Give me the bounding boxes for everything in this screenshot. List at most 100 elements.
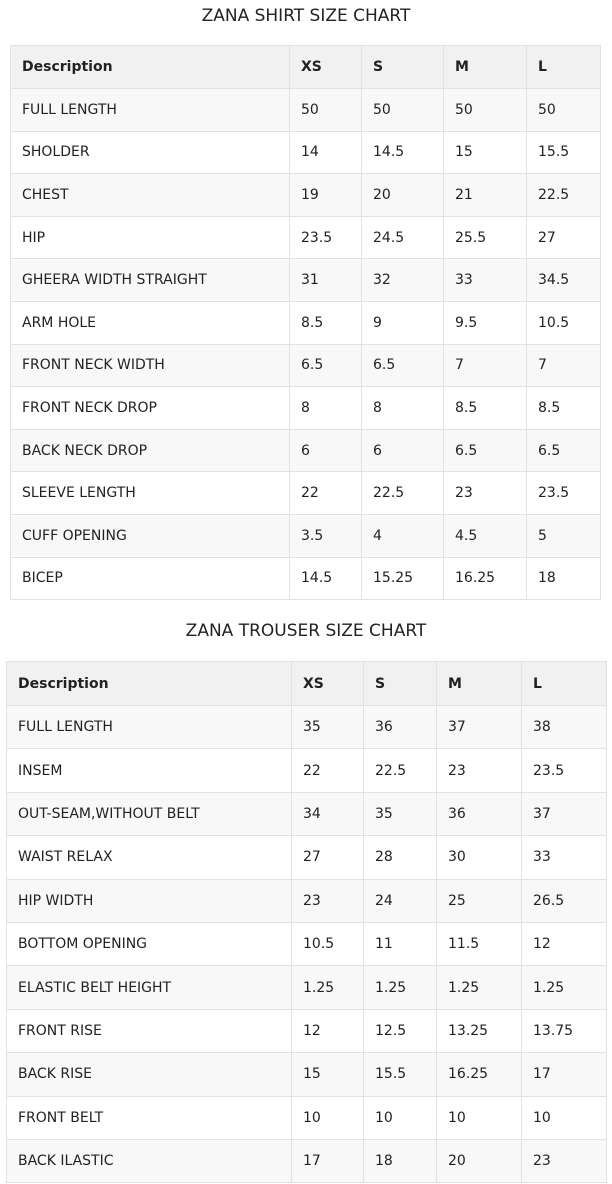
table-row: FULL LENGTH 35 36 37 38 [6,704,607,750]
value-cell: 22.5 [361,471,444,515]
value-cell: 3.5 [289,513,362,558]
header-cell: L [521,661,607,706]
table-row: HIP 23.5 24.5 25.5 27 [10,215,601,260]
header-cell: Description [10,45,290,89]
label-cell: SHOLDER [10,130,290,175]
table-row: GHEERA WIDTH STRAIGHT 31 32 33 34.5 [10,258,601,302]
value-cell: 12 [291,1008,364,1054]
value-cell: 15.5 [363,1052,437,1097]
value-cell: 6.5 [443,428,527,473]
header-cell: XS [289,45,362,89]
value-cell: 37 [436,704,522,750]
value-cell: 31 [289,258,362,302]
trouser-title: ZANA TROUSER SIZE CHART [185,621,427,641]
value-cell: 22.5 [526,173,601,217]
value-cell: 33 [521,835,607,880]
value-cell: 12 [521,921,607,967]
value-cell: 14.5 [289,556,362,601]
header-cell: M [436,661,522,706]
table-row: WAIST RELAX 27 28 30 33 [6,835,607,880]
value-cell: 34.5 [526,258,601,302]
value-cell: 23 [291,878,364,923]
shirt-table: Description XS S M L FULL LENGTH 50 50 50 50 SHOLD… [10,45,601,601]
value-cell: 19 [289,173,362,217]
value-cell: 50 [526,88,601,132]
value-cell: 10.5 [526,300,601,345]
value-cell: 4 [361,513,444,558]
value-cell: 5 [526,513,601,558]
table-row: SLEEVE LENGTH 22 22.5 23 23.5 [10,471,601,515]
value-cell: 15.25 [361,556,444,601]
value-cell: 1.25 [363,965,437,1010]
label-cell: BOTTOM OPENING [6,921,292,967]
value-cell: 28 [363,835,437,880]
value-cell: 22.5 [363,748,437,793]
value-cell: 4.5 [443,513,527,558]
header-cell: XS [291,661,364,706]
label-cell: GHEERA WIDTH STRAIGHT [10,258,290,302]
value-cell: 27 [526,215,601,260]
label-cell: FRONT BELT [6,1095,292,1140]
value-cell: 26.5 [521,878,607,923]
value-cell: 17 [521,1052,607,1097]
value-cell: 21 [443,173,527,217]
value-cell: 8.5 [526,386,601,430]
value-cell: 37 [521,791,607,837]
label-cell: WAIST RELAX [6,835,292,880]
value-cell: 23 [521,1138,607,1184]
value-cell: 9 [361,300,444,345]
value-cell: 20 [436,1138,522,1184]
value-cell: 9.5 [443,300,527,345]
value-cell: 8 [361,386,444,430]
value-cell: 24 [363,878,437,923]
label-cell: BACK NECK DROP [10,428,290,473]
table-row: FULL LENGTH 50 50 50 50 [10,88,601,132]
value-cell: 6.5 [526,428,601,473]
value-cell: 1.25 [436,965,522,1010]
table-row: FRONT BELT 10 10 10 10 [6,1095,607,1140]
value-cell: 7 [526,343,601,388]
value-cell: 10 [521,1095,607,1140]
label-cell: FULL LENGTH [10,88,290,132]
label-cell: HIP [10,215,290,260]
table-row: ELASTIC BELT HEIGHT 1.25 1.25 1.25 1.25 [6,965,607,1010]
table-row: ARM HOLE 8.5 9 9.5 10.5 [10,300,601,345]
label-cell: INSEM [6,748,292,793]
header-cell: L [526,45,601,89]
value-cell: 23.5 [521,748,607,793]
value-cell: 36 [363,704,437,750]
value-cell: 23 [443,471,527,515]
label-cell: FRONT NECK WIDTH [10,343,290,388]
value-cell: 35 [363,791,437,837]
header-row: Description XS S M L [10,45,601,89]
value-cell: 13.75 [521,1008,607,1054]
shirt-title: ZANA SHIRT SIZE CHART [201,6,411,26]
value-cell: 50 [289,88,362,132]
value-cell: 32 [361,258,444,302]
value-cell: 8.5 [289,300,362,345]
value-cell: 11.5 [436,921,522,967]
label-cell: HIP WIDTH [6,878,292,923]
value-cell: 10.5 [291,921,364,967]
value-cell: 16.25 [436,1052,522,1097]
value-cell: 50 [361,88,444,132]
table-row: BACK ILASTIC 17 18 20 23 [6,1138,607,1184]
header-cell: M [443,45,527,89]
label-cell: CUFF OPENING [10,513,290,558]
value-cell: 36 [436,791,522,837]
label-cell: BACK ILASTIC [6,1138,292,1184]
header-cell: Description [6,661,292,706]
value-cell: 38 [521,704,607,750]
table-row: CUFF OPENING 3.5 4 4.5 5 [10,513,601,558]
table-row: BACK NECK DROP 6 6 6.5 6.5 [10,428,601,473]
label-cell: FULL LENGTH [6,704,292,750]
value-cell: 20 [361,173,444,217]
value-cell: 12.5 [363,1008,437,1054]
value-cell: 6.5 [361,343,444,388]
value-cell: 23.5 [526,471,601,515]
value-cell: 14.5 [361,130,444,175]
table-row: FRONT NECK WIDTH 6.5 6.5 7 7 [10,343,601,388]
value-cell: 25.5 [443,215,527,260]
value-cell: 10 [363,1095,437,1140]
